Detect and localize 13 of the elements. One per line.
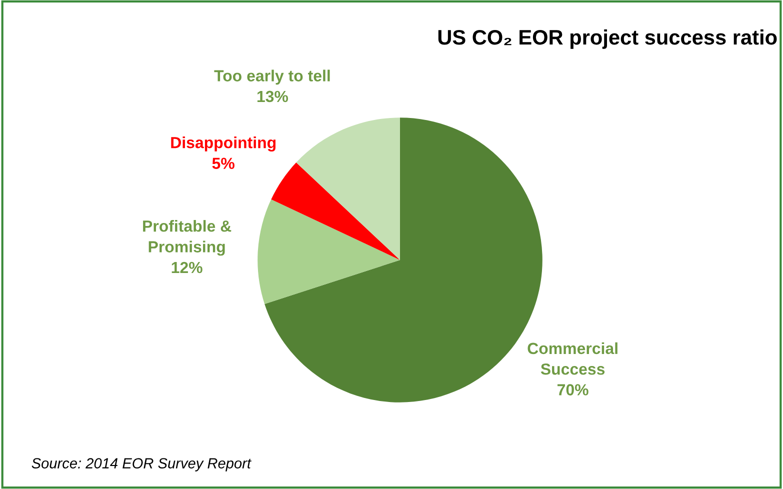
slice-label: Disappointing: [171, 136, 276, 152]
data-label: 70%: [558, 384, 588, 396]
pie-slice: [296, 118, 400, 260]
data-label: 12%: [172, 262, 202, 274]
chart-title: US CO₂ EOR project success ratio: [438, 29, 777, 49]
source-note: Source: 2014 EOR Survey Report: [32, 458, 252, 472]
pie-slice: [258, 199, 400, 304]
data-label: 5%: [212, 158, 234, 170]
slice-label: Too early to tell: [214, 70, 330, 85]
data-label: 13%: [257, 90, 288, 102]
pie-slice: [271, 162, 400, 260]
slice-label: Profitable & Promising: [143, 220, 232, 256]
slice-label: Commercial Success: [528, 342, 618, 375]
